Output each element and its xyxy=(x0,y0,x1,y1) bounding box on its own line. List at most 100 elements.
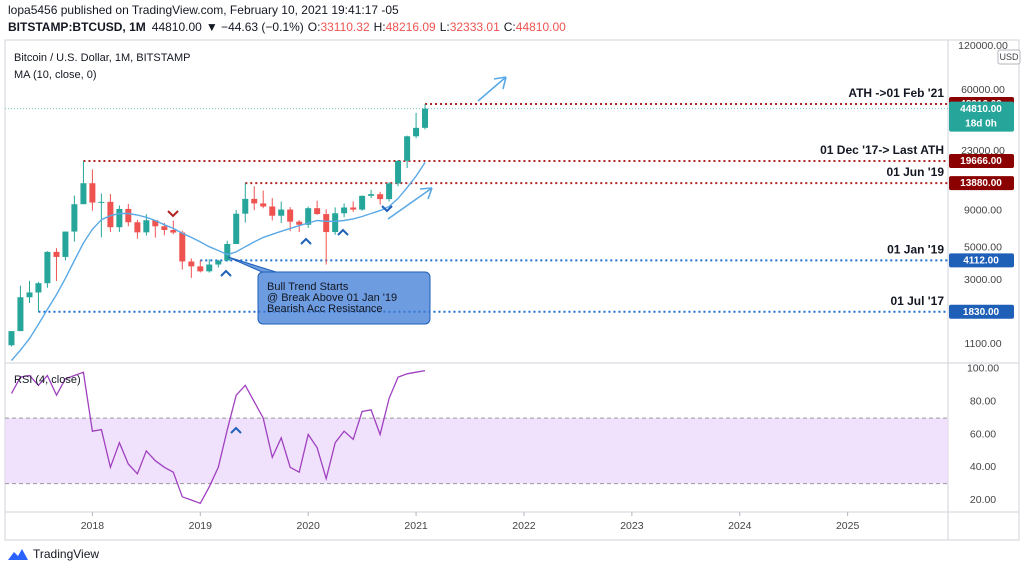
level-price-label: 13880.00 xyxy=(960,178,1002,189)
candle-body xyxy=(305,208,312,225)
candle-body xyxy=(287,209,294,222)
callout-text: Bearish Acc Resistance xyxy=(267,303,383,315)
candle-body xyxy=(422,108,429,128)
ohlc-key: O: xyxy=(308,20,321,34)
x-tick-label: 2023 xyxy=(620,520,644,532)
x-tick-label: 2020 xyxy=(297,520,321,532)
level-price-box xyxy=(949,176,1014,191)
candle-body xyxy=(260,203,267,207)
candle-body xyxy=(197,266,204,272)
level-annotation: 01 Dec '17-> Last ATH xyxy=(820,143,944,157)
candle-body xyxy=(53,251,60,257)
candle-body xyxy=(323,214,330,233)
chevron xyxy=(167,210,179,218)
symbol-line: BITSTAMP:BTCUSD, 1M 44810.00 ▼ −44.63 (−0.… xyxy=(8,20,566,34)
rsi-tick-label: 100.00 xyxy=(967,363,999,375)
x-tick-label: 2022 xyxy=(512,520,536,532)
candle-body xyxy=(296,221,303,225)
x-tick-label: 2021 xyxy=(404,520,428,532)
level-price-label: 4112.00 xyxy=(963,255,999,266)
ma-line xyxy=(10,162,426,361)
x-tick-label: 2019 xyxy=(189,520,213,532)
candle-body xyxy=(161,226,168,231)
rsi-tick-label: 80.00 xyxy=(970,395,996,407)
ma-legend: MA (10, close, 0) xyxy=(14,69,97,81)
candle-body xyxy=(62,231,69,257)
footer-brand: TradingView xyxy=(33,547,99,561)
candle-body xyxy=(350,207,357,210)
trend-arrow xyxy=(387,187,433,220)
candle-body xyxy=(71,204,78,232)
rsi-line xyxy=(10,369,426,505)
candle-body xyxy=(170,230,177,233)
callout-box xyxy=(257,271,431,325)
ohlc-key: H: xyxy=(374,20,386,34)
rsi-band xyxy=(5,418,948,484)
candle-body xyxy=(17,297,24,332)
candle-body xyxy=(35,283,42,293)
candle-body xyxy=(89,183,96,203)
candle-body xyxy=(188,261,195,267)
candle-body xyxy=(179,232,186,262)
rsi-legend: RSI (4, close) xyxy=(14,374,81,386)
candle-body xyxy=(116,208,123,228)
candle-body xyxy=(143,220,150,233)
y-tick-label: 9000.00 xyxy=(964,204,1002,216)
candle-body xyxy=(26,292,33,298)
candle-body xyxy=(206,264,213,272)
level-price-label: 19666.00 xyxy=(960,156,1002,167)
candle-body xyxy=(107,201,114,228)
ohlc-value: 33110.32 xyxy=(320,20,369,34)
ohlc-value: 32333.01 xyxy=(450,20,500,34)
candle-body xyxy=(152,220,159,227)
currency-box xyxy=(997,49,1021,65)
level-annotation: 01 Jan '19 xyxy=(887,243,944,257)
candle-body xyxy=(404,136,411,161)
candle-body xyxy=(368,194,375,196)
chevron xyxy=(220,269,232,277)
callout-text: @ Break Above 01 Jan '19 xyxy=(267,292,397,304)
level-annotation: 01 Jun '19 xyxy=(886,165,944,179)
price: 44810.00 xyxy=(152,20,202,34)
candle-body xyxy=(413,127,420,137)
level-price-box xyxy=(949,153,1014,168)
candle-body xyxy=(332,213,339,233)
chevron xyxy=(300,237,312,245)
y-tick-label: 23000.00 xyxy=(961,145,1005,157)
frame xyxy=(4,39,1020,541)
x-tick-label: 2018 xyxy=(81,520,105,532)
level-annotation: ATH ->01 Feb '21 xyxy=(848,86,944,100)
candle-body xyxy=(269,206,276,216)
candle-body xyxy=(359,195,366,210)
candle-body xyxy=(251,198,258,204)
currency: USD xyxy=(999,52,1019,62)
x-tick-label: 2024 xyxy=(728,520,752,532)
candle-body xyxy=(215,260,222,265)
level-price-label: 1830.00 xyxy=(963,307,1000,318)
countdown: 18d 0h xyxy=(965,118,997,129)
candle-body xyxy=(224,243,231,261)
candle-body xyxy=(8,331,15,346)
publisher-line: lopa5456 published on TradingView.com, F… xyxy=(8,3,399,17)
rsi-tick-label: 60.00 xyxy=(970,428,996,440)
level-annotation: 01 Jul '17 xyxy=(890,294,944,308)
chart-title: Bitcoin / U.S. Dollar, 1M, BITSTAMP xyxy=(14,52,190,64)
callout-pointer xyxy=(227,256,277,273)
candle-body xyxy=(80,183,87,205)
plot-layer: 120000.00 60000.00 23000.00 9000.00 5000.00 3… xyxy=(5,40,1014,532)
rsi-tick-label: 20.00 xyxy=(970,494,996,506)
rsi-tick-label: 40.00 xyxy=(970,461,996,473)
candle-body xyxy=(278,209,285,216)
last-price-label: 44810.00 xyxy=(960,104,1002,115)
candle-body xyxy=(98,201,105,203)
y-tick-label: 5000.00 xyxy=(964,242,1002,254)
candle-body xyxy=(134,222,141,233)
chevron xyxy=(381,205,393,213)
ohlc-value: 44810.00 xyxy=(516,20,566,34)
y-tick-label: 3000.00 xyxy=(964,274,1002,286)
ohlc-value: 48216.09 xyxy=(386,20,436,34)
chevron xyxy=(230,426,242,434)
change: ▼ −44.63 (−0.1%) xyxy=(206,20,304,34)
logo xyxy=(8,549,28,560)
